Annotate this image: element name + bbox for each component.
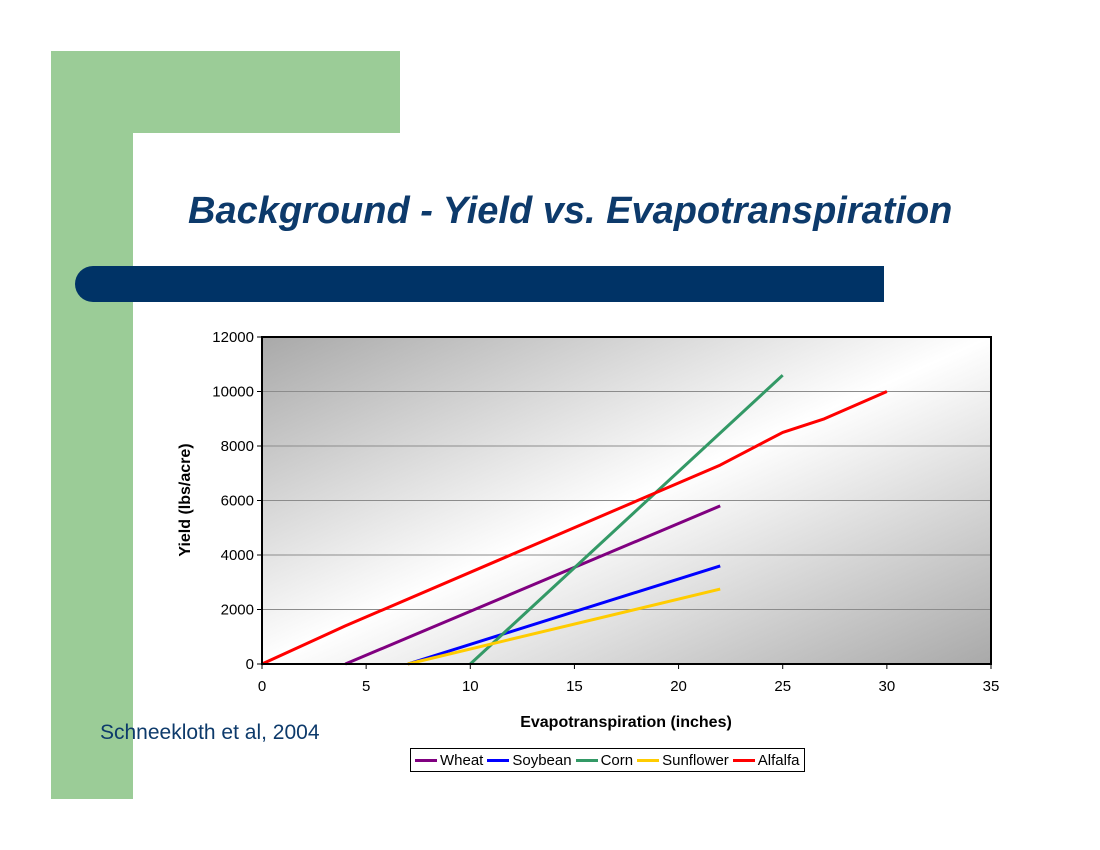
legend-label: Sunflower [662, 751, 729, 769]
legend-swatch [415, 758, 437, 762]
legend-item-wheat: Wheat [415, 752, 483, 769]
legend-item-alfalfa: Alfalfa [732, 751, 800, 769]
x-tick-label: 15 [566, 678, 583, 695]
legend-swatch [487, 758, 510, 762]
legend-swatch [732, 758, 755, 762]
legend-label: Soybean [512, 751, 572, 769]
legend-item-sunflower: Sunflower [637, 752, 729, 769]
x-tick-label: 20 [670, 678, 687, 695]
x-tick-label: 25 [774, 678, 791, 695]
series-line-corn [469, 374, 784, 666]
y-tick-label: 2000 [221, 602, 254, 619]
legend-label: Alfalfa [757, 751, 800, 769]
series-line-soybean [407, 564, 721, 666]
y-tick-label: 0 [246, 656, 254, 673]
chart-legend: Wheat Soybean Corn Sunflower Alfalfa [410, 748, 805, 772]
y-tick-label: 10000 [212, 384, 254, 401]
y-tick-label: 6000 [221, 493, 254, 510]
x-tick-label: 10 [462, 678, 479, 695]
x-tick-label: 35 [983, 678, 1000, 695]
legend-swatch [575, 758, 598, 762]
x-axis-title: Evapotranspiration (inches) [520, 714, 732, 731]
series-line-alfalfa [261, 390, 888, 666]
legend-swatch [637, 758, 660, 762]
x-tick-label: 5 [362, 678, 370, 695]
legend-label: Corn [600, 751, 634, 769]
legend-item-corn: Corn [575, 751, 634, 769]
slide-title: Background - Yield vs. Evapotranspiratio… [188, 190, 953, 232]
series-line-sunflower [407, 587, 721, 666]
title-underline-bar [75, 266, 884, 302]
accent-bar-left [51, 133, 133, 799]
y-tick-label: 12000 [212, 329, 254, 346]
legend-label: Wheat [440, 751, 484, 769]
legend-item-soybean: Soybean [487, 751, 572, 769]
y-axis-title: Yield (lbs/acre) [177, 443, 194, 556]
x-tick-label: 0 [258, 678, 266, 695]
accent-block-top [51, 51, 400, 133]
series-line-wheat [344, 504, 721, 666]
y-tick-label: 8000 [221, 438, 254, 455]
x-tick-label: 30 [879, 678, 896, 695]
y-tick-label: 4000 [221, 547, 254, 564]
citation: Schneekloth et al, 2004 [100, 721, 320, 744]
